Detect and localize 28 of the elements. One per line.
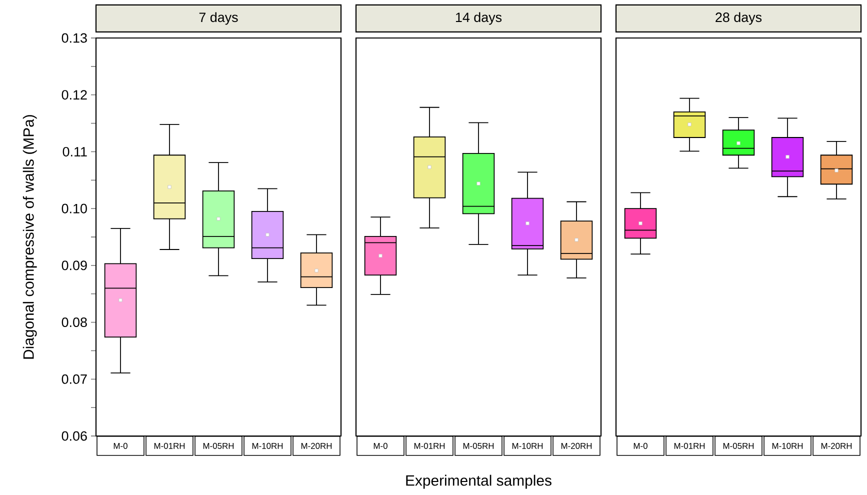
x-axis-title: Experimental samples [406, 474, 552, 489]
x-tick-label: M-0 [114, 442, 128, 449]
x-tick-label: M-10RH [252, 442, 283, 449]
x-tick-label: M-0 [634, 442, 648, 449]
y-tick-label: 0.07 [62, 374, 87, 384]
y-tick-label: 0.12 [62, 90, 87, 100]
y-tick-label: 0.11 [62, 146, 87, 156]
chart-title: 14 days [456, 12, 502, 25]
x-tick-label: M-05RH [723, 442, 754, 449]
x-tick-label: M-20RH [561, 442, 592, 449]
chart-title: 28 days [716, 12, 762, 25]
text: 0.10 [62, 204, 87, 214]
y-axis-title: Diagonal compressive of walls (MPa) [22, 115, 37, 359]
y-tick-label: 0.08 [62, 318, 87, 328]
y-tick-label: 0.06 [62, 431, 87, 441]
x-tick-label: M-01RH [674, 442, 705, 449]
chart-title: 7 days [199, 12, 238, 25]
y-tick-label: 0.13 [62, 33, 87, 43]
x-tick-label: M-0 [374, 442, 388, 449]
x-tick-label: M-01RH [154, 442, 185, 449]
x-tick-label: M-20RH [301, 442, 332, 449]
x-tick-label: M-01RH [414, 442, 445, 449]
x-tick-label: M-10RH [512, 442, 543, 449]
x-tick-label: M-05RH [203, 442, 234, 449]
x-tick-label: M-05RH [463, 442, 494, 449]
x-tick-label: M-10RH [772, 442, 803, 449]
y-tick-label: 0.09 [62, 260, 87, 270]
x-tick-label: M-20RH [821, 442, 852, 449]
